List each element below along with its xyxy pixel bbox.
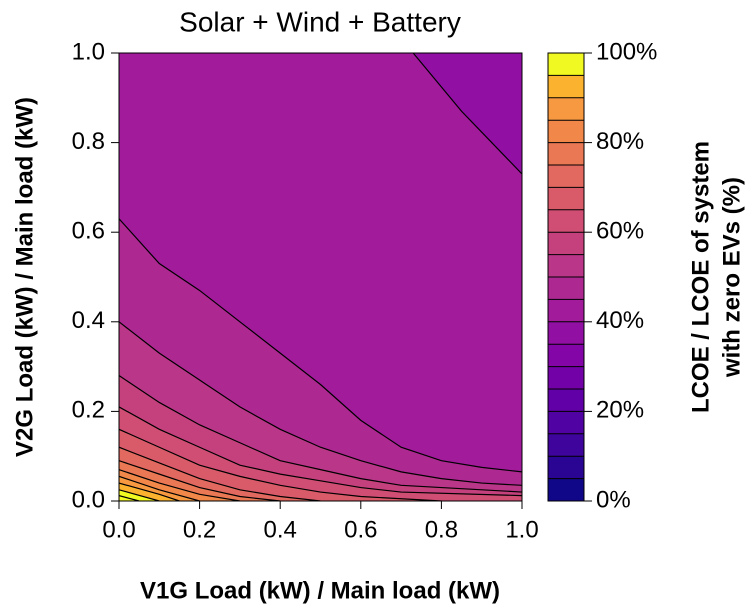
colorbar-band [548, 75, 584, 98]
colorbar-band [548, 209, 584, 233]
contour-line [119, 475, 200, 501]
contour-line [412, 53, 522, 175]
x-tick-label: 0.0 [102, 516, 135, 543]
contour-line [119, 482, 180, 501]
y-tick-label: 1.0 [72, 38, 105, 65]
colorbar-band [548, 366, 584, 389]
colorbar-band [548, 456, 584, 479]
colorbar-band [548, 97, 584, 121]
colorbar-band [548, 232, 584, 255]
y-tick-label: 0.4 [72, 307, 105, 334]
y-tick-label: 0.8 [72, 128, 105, 155]
colorbar-band [548, 187, 584, 210]
contour-line [119, 489, 160, 501]
plot-area [119, 53, 522, 501]
contour-line [119, 428, 442, 501]
contour-line [119, 218, 522, 473]
x-tick-label: 1.0 [505, 516, 538, 543]
colorbar-label: with zero EVs (%) [718, 177, 745, 378]
colorbar-band [548, 299, 584, 322]
colorbar-band [548, 165, 584, 188]
colorbar-tick-label: 100% [596, 38, 657, 65]
y-axis-label: V2G Load (kW) / Main load (kW) [11, 97, 38, 457]
x-tick-label: 0.6 [344, 516, 377, 543]
colorbar-band [548, 53, 584, 76]
colorbar-label: LCOE / LCOE of system [687, 141, 714, 413]
contour-line [119, 460, 281, 501]
contour-line [119, 406, 522, 497]
contour-line [119, 495, 140, 501]
colorbar-tick-label: 20% [596, 397, 644, 424]
x-tick-label: 0.8 [425, 516, 458, 543]
colorbar-band [548, 142, 584, 165]
y-tick-label: 0.6 [72, 218, 105, 245]
colorbar-tick-label: 80% [596, 128, 644, 155]
contour-line [119, 469, 240, 501]
contour-line [119, 321, 522, 486]
colorbar-tick-label: 60% [596, 218, 644, 245]
colorbar-band [548, 433, 584, 457]
y-tick-label: 0.0 [72, 486, 105, 513]
colorbar-tick-label: 0% [596, 486, 631, 513]
contour-line [119, 375, 522, 493]
colorbar-band [548, 321, 584, 345]
colorbar-band [548, 254, 584, 277]
x-tick-label: 0.2 [183, 516, 216, 543]
x-tick-label: 0.4 [264, 516, 297, 543]
colorbar-band [548, 411, 584, 434]
contour-line [119, 446, 321, 501]
colorbar-band [548, 389, 584, 412]
plot-frame [118, 52, 523, 502]
colorbar-band [548, 478, 584, 501]
colorbar-band [548, 344, 584, 367]
chart-title: Solar + Wind + Battery [179, 6, 461, 37]
colorbar-frame [547, 52, 585, 502]
y-tick-label: 0.2 [72, 397, 105, 424]
colorbar-tick-label: 40% [596, 307, 644, 334]
colorbar-band [548, 120, 584, 143]
colorbar-band [548, 277, 584, 300]
x-axis-label: V1G Load (kW) / Main load (kW) [140, 577, 500, 604]
